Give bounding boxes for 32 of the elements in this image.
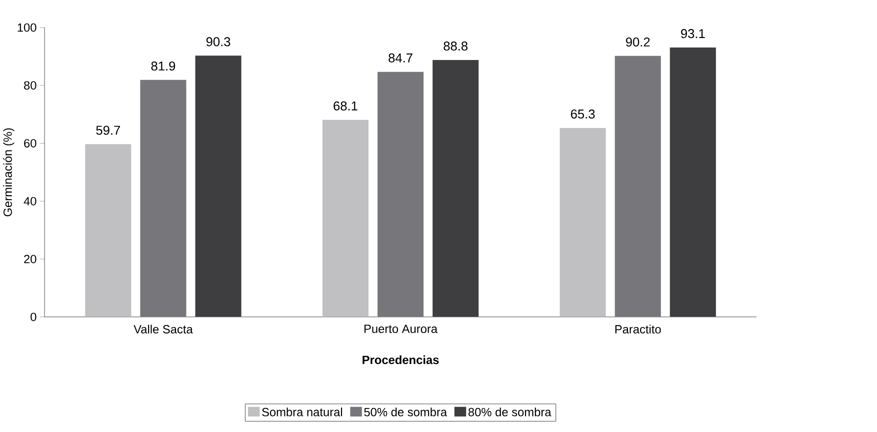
data-label: 90.3 (206, 37, 230, 46)
bar (432, 60, 479, 318)
bar (322, 120, 369, 318)
bar (614, 56, 661, 318)
bar (378, 72, 424, 318)
data-label: 59.7 (96, 126, 120, 135)
x-axis-title: Procedencias (362, 356, 439, 364)
bar (140, 80, 186, 318)
data-label: 81.9 (151, 62, 176, 71)
data-label: 88.8 (444, 42, 468, 51)
data-label: 65.3 (570, 110, 595, 119)
data-label: 84.7 (388, 53, 412, 63)
x-tick-label: Valle Sacta (134, 324, 193, 334)
x-tick-label: Puerto Aurora (364, 324, 438, 334)
data-label: 93.1 (681, 29, 705, 38)
legend-label: 50% de sombra (364, 408, 448, 416)
bar (560, 128, 606, 318)
bar (670, 48, 716, 318)
y-tick-label: 60 (24, 139, 36, 148)
y-axis-title: Germinación (%) (3, 128, 14, 216)
y-tick-label: 20 (24, 254, 36, 264)
bar (195, 56, 242, 318)
legend-label: 80% de sombra (468, 408, 552, 416)
y-tick-label: 80 (24, 81, 36, 90)
legend-label: Sombra natural (262, 408, 342, 416)
bar (85, 144, 132, 318)
y-tick-label: 0 (30, 312, 36, 322)
y-tick-label: 100 (18, 23, 36, 32)
y-tick-label: 40 (24, 197, 36, 206)
data-label: 68.1 (334, 102, 358, 111)
data-label: 90.2 (626, 38, 650, 47)
x-tick-label: Paractito (615, 324, 661, 334)
